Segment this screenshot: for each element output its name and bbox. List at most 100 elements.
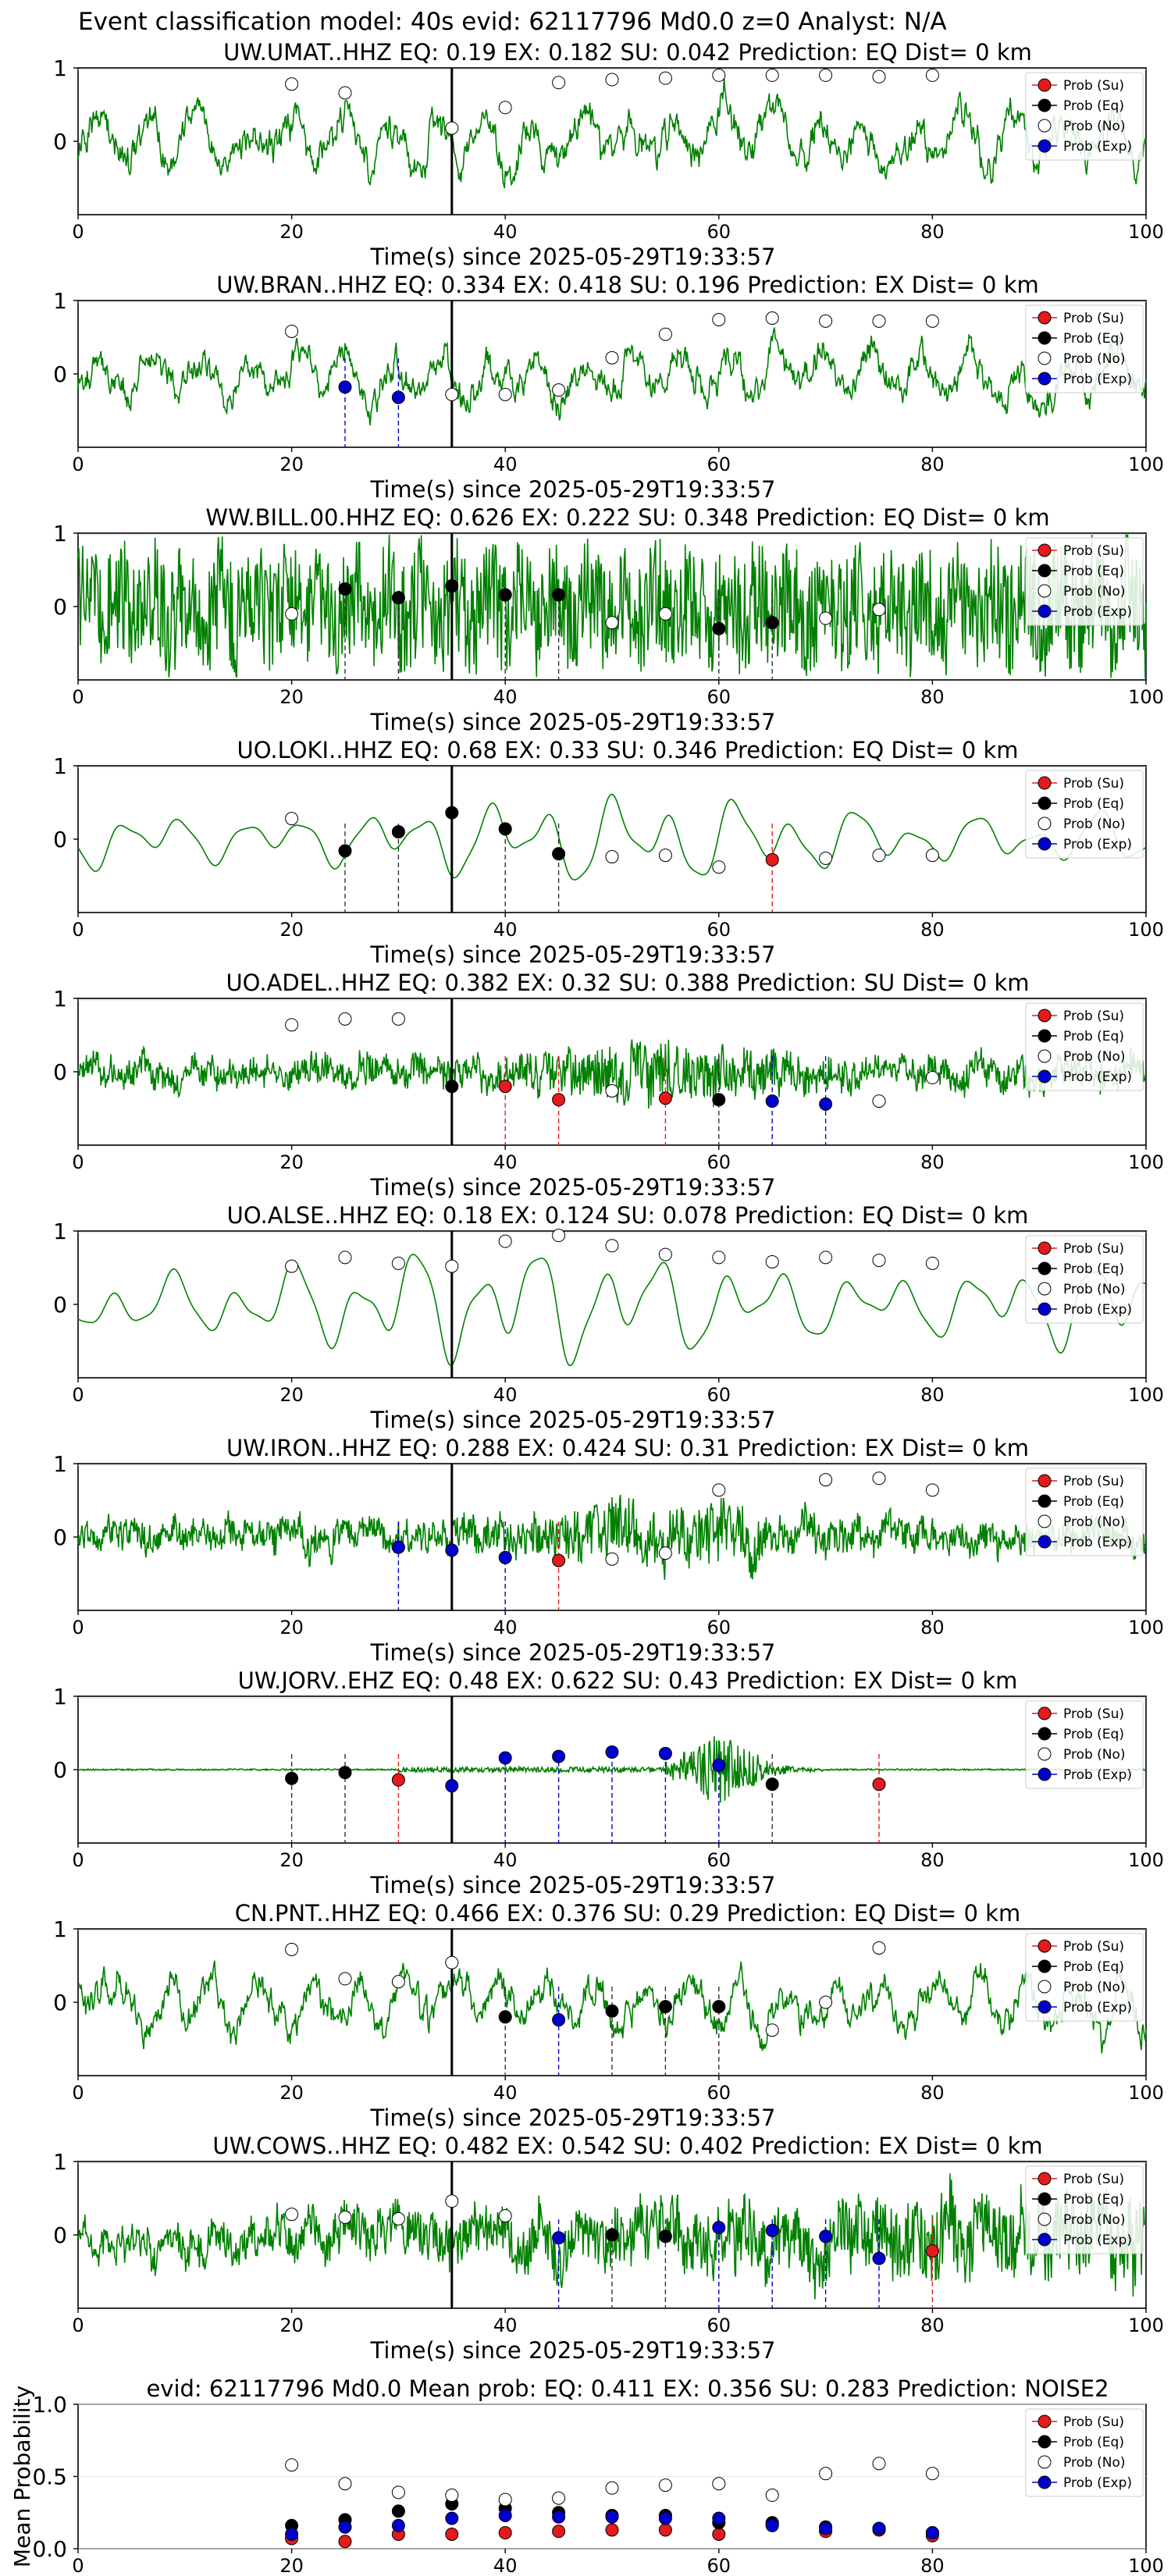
prob-point-no	[658, 71, 672, 85]
legend-label: Prob (No)	[1063, 351, 1126, 367]
x-tick-label: 100	[1128, 1151, 1164, 1173]
y-tick-label: 1	[53, 986, 67, 1012]
legend-label: Prob (Exp)	[1063, 139, 1132, 155]
mean-point-no	[445, 2489, 459, 2503]
mean-point-exp	[765, 2518, 779, 2532]
prob-point-no	[605, 350, 619, 365]
prob-point-no	[658, 1546, 672, 1560]
legend-label: Prob (No)	[1063, 1049, 1126, 1065]
legend-swatch-marker	[1038, 2414, 1052, 2428]
x-tick-label: 80	[920, 2082, 945, 2104]
x-tick-label: 0	[72, 1617, 84, 1638]
y-tick-label: 1	[53, 1219, 67, 1244]
legend-swatch-marker	[1038, 1747, 1052, 1761]
panel-4: UO.ADEL..HHZ EQ: 0.382 EX: 0.32 SU: 0.38…	[53, 970, 1164, 1201]
prob-point-exp	[605, 1745, 619, 1759]
legend-label: Prob (No)	[1063, 584, 1126, 600]
mean-point-su	[445, 2528, 459, 2541]
legend-swatch-marker	[1038, 817, 1052, 831]
x-tick-label: 40	[493, 1384, 518, 1406]
prob-point-no	[658, 607, 672, 621]
axes-frame	[77, 67, 1147, 215]
mean-point-no	[338, 2477, 352, 2491]
legend-swatch-marker	[1038, 1959, 1052, 1973]
prob-point-exp	[765, 2223, 779, 2237]
prob-point-no	[338, 1972, 352, 1986]
panel-3: UO.LOKI..HHZ EQ: 0.68 EX: 0.33 SU: 0.346…	[53, 737, 1164, 968]
mean-point-exp	[658, 2511, 672, 2525]
legend-swatch-marker	[1038, 1261, 1052, 1276]
prob-point-eq	[605, 2004, 619, 2018]
axes-frame	[77, 765, 1147, 913]
legend-label: Prob (Su)	[1063, 1241, 1124, 1257]
panels: UW.UMAT..HHZ EQ: 0.19 EX: 0.182 SU: 0.04…	[9, 39, 1164, 2576]
legend-label: Prob (Eq)	[1063, 331, 1124, 347]
x-tick-label: 0	[72, 221, 84, 243]
x-tick-label: 40	[493, 454, 518, 475]
prob-point-su	[765, 852, 779, 866]
prob-point-eq	[338, 844, 352, 858]
prob-point-eq	[605, 2228, 619, 2242]
panel-title: UO.LOKI..HHZ EQ: 0.68 EX: 0.33 SU: 0.346…	[237, 737, 1018, 763]
prob-point-no	[765, 311, 779, 326]
x-tick-label: 60	[707, 1849, 731, 1871]
legend-label: Prob (Exp)	[1063, 2000, 1132, 2016]
legend-swatch-marker	[1038, 1241, 1052, 1255]
waveform-line	[77, 1254, 1147, 1367]
prob-point-no	[498, 387, 512, 401]
legend-swatch-marker	[1038, 2192, 1052, 2206]
panel-title: UW.JORV..EHZ EQ: 0.48 EX: 0.622 SU: 0.43…	[238, 1667, 1018, 1694]
legend: Prob (Su) Prob (Eq) Prob (No) Prob (Exp)	[1025, 2408, 1144, 2497]
legend-swatch-marker	[1038, 351, 1052, 365]
prob-point-no	[872, 1471, 886, 1485]
legend-frame	[1025, 1700, 1144, 1789]
panel-title: UW.COWS..HHZ EQ: 0.482 EX: 0.542 SU: 0.4…	[212, 2133, 1042, 2159]
x-tick-label: 0	[72, 1151, 84, 1173]
mean-point-exp	[391, 2518, 405, 2532]
legend-swatch-marker	[1038, 1514, 1052, 1528]
prob-point-eq	[552, 847, 566, 861]
legend-swatch-marker	[1038, 1535, 1052, 1549]
legend-frame	[1025, 2165, 1144, 2254]
mean-point-exp	[872, 2521, 886, 2535]
legend-label: Prob (Su)	[1063, 2172, 1124, 2187]
legend-swatch-marker	[1038, 2435, 1052, 2449]
legend-label: Prob (Su)	[1063, 1474, 1124, 1489]
x-tick-label: 20	[279, 1384, 304, 1406]
y-tick-label: 1	[53, 55, 67, 81]
legend-label: Prob (No)	[1063, 2455, 1126, 2471]
legend-swatch-marker	[1038, 2475, 1052, 2489]
mean-point-exp	[285, 2528, 299, 2541]
legend: Prob (Su) Prob (Eq) Prob (No) Prob (Exp)	[1025, 1002, 1144, 1091]
legend-label: Prob (Eq)	[1063, 1494, 1124, 1510]
legend-label: Prob (Exp)	[1063, 2233, 1132, 2248]
prob-point-eq	[445, 579, 459, 593]
legend-swatch-marker	[1038, 139, 1052, 153]
prob-point-exp	[658, 1746, 672, 1760]
x-tick-label: 100	[1128, 919, 1164, 941]
prob-point-no	[605, 850, 619, 864]
panel-10: evid: 62117796 Md0.0 Mean prob: EQ: 0.41…	[9, 2375, 1164, 2576]
prob-point-no	[765, 2023, 779, 2037]
waveform-line	[77, 1494, 1147, 1580]
y-tick-label: 1	[53, 521, 67, 546]
legend-label: Prob (No)	[1063, 1282, 1126, 1297]
prob-point-no	[391, 1012, 405, 1026]
legend-label: Prob (Exp)	[1063, 1302, 1132, 1318]
y-tick-label: 1.0	[32, 2392, 67, 2418]
x-tick-label: 100	[1128, 221, 1164, 243]
prob-point-exp	[552, 1749, 566, 1763]
legend: Prob (Su) Prob (Eq) Prob (No) Prob (Exp)	[1025, 1468, 1144, 1557]
x-tick-label: 80	[920, 1617, 945, 1638]
panel-8: CN.PNT..HHZ EQ: 0.466 EX: 0.376 SU: 0.29…	[53, 1900, 1164, 2131]
prob-point-no	[872, 603, 886, 617]
legend-swatch-marker	[1038, 1049, 1052, 1063]
x-tick-label: 80	[920, 919, 945, 941]
y-tick-label: 1	[53, 753, 67, 779]
x-axis-label: Time(s) since 2025-05-29T19:33:57	[370, 941, 776, 968]
legend-label: Prob (Exp)	[1063, 1767, 1132, 1783]
figure-suptitle: Event classification model: 40s evid: 62…	[78, 8, 947, 36]
prob-point-no	[391, 1975, 405, 1989]
legend-label: Prob (Su)	[1063, 543, 1124, 559]
y-tick-label: 1	[53, 1916, 67, 1942]
